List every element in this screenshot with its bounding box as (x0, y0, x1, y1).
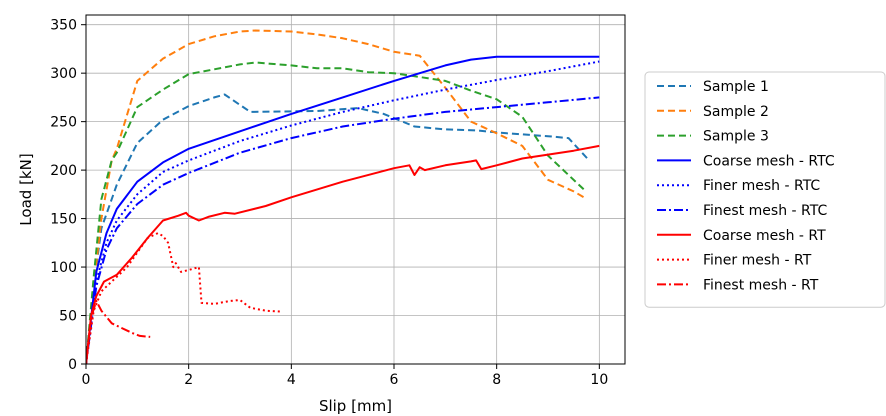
x-tick-label: 10 (590, 372, 608, 388)
legend-label: Sample 1 (703, 79, 769, 95)
plot-frame (85, 14, 626, 365)
legend-label: Sample 3 (703, 129, 769, 145)
x-tick-label: 6 (390, 372, 399, 388)
legend-label: Finest mesh - RT (703, 277, 819, 293)
y-tick-label: 300 (50, 66, 77, 82)
series-line-7 (86, 144, 600, 364)
y-tick-label: 150 (50, 212, 77, 228)
series-line-8 (86, 232, 282, 364)
series-line-6 (86, 96, 600, 364)
y-tick-label: 350 (50, 18, 77, 34)
legend-label: Finer mesh - RT (703, 253, 812, 269)
x-tick-label: 4 (287, 372, 296, 388)
series-line-4 (86, 55, 600, 364)
series-line-9 (86, 300, 151, 364)
x-tick-label: 0 (82, 372, 91, 388)
series-layer (86, 29, 600, 364)
series-line-2 (86, 29, 585, 364)
legend-box (644, 71, 886, 308)
y-tick-label: 50 (59, 309, 77, 325)
y-tick-label: 200 (50, 163, 77, 179)
y-tick-label: 100 (50, 260, 77, 276)
series-line-1 (86, 93, 590, 364)
legend: Sample 1 Sample 2 Sample 3 Coarse mesh - RT… (644, 71, 886, 308)
y-tick-label: 0 (68, 357, 77, 373)
series-line-5 (86, 60, 600, 364)
y-tick-label: 250 (50, 115, 77, 131)
legend-label: Coarse mesh - RTC (703, 153, 835, 169)
legend-label: Coarse mesh - RT (703, 228, 826, 244)
legend-label: Sample 2 (703, 104, 769, 120)
legend-label: Finer mesh - RTC (703, 178, 820, 194)
x-axis-label: Slip [mm] (319, 397, 392, 415)
series-line-3 (86, 61, 585, 364)
y-axis-label: Load [kN] (17, 153, 35, 225)
grid (85, 15, 625, 365)
x-tick-label: 2 (184, 372, 193, 388)
x-tick-label: 8 (492, 372, 501, 388)
legend-label: Finest mesh - RTC (703, 203, 827, 219)
